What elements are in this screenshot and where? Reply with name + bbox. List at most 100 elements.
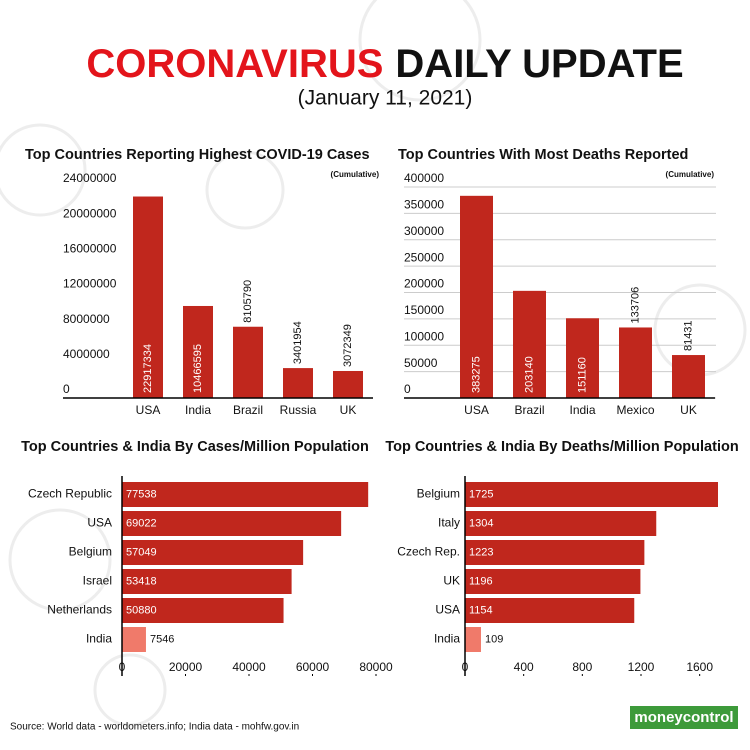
category-label: USA	[435, 603, 460, 617]
y-tick-label: 150000	[404, 303, 444, 317]
value-label: 133706	[629, 287, 641, 324]
x-tick-label: Brazil	[233, 403, 263, 417]
y-tick-label: 8000000	[63, 312, 110, 326]
date: (January 11, 2021)	[298, 87, 473, 110]
x-tick-label: Mexico	[616, 403, 654, 417]
category-label: Italy	[438, 516, 460, 530]
bar	[333, 370, 363, 398]
y-tick-label: 400000	[404, 171, 444, 185]
value-label: 81431	[682, 320, 694, 351]
x-tick-label: 40000	[232, 660, 266, 674]
category-label: Netherlands	[47, 603, 112, 617]
y-tick-label: 100000	[404, 329, 444, 343]
x-tick-label: 400	[514, 660, 534, 674]
x-tick-label: 1200	[628, 660, 655, 674]
category-label: Belgium	[69, 545, 112, 559]
value-label: 22917334	[142, 344, 154, 393]
chart-subtitle: (Cumulative)	[666, 170, 715, 179]
y-tick-label: 0	[63, 382, 70, 396]
chart-subtitle: (Cumulative)	[331, 170, 380, 179]
bar	[566, 318, 599, 398]
y-tick-label: 50000	[404, 356, 438, 370]
value-label: 3072349	[342, 324, 354, 367]
bar	[465, 598, 635, 623]
bar	[465, 511, 657, 536]
x-tick-label: 1600	[686, 660, 713, 674]
value-label: 203140	[523, 356, 535, 393]
y-tick-label: 300000	[404, 224, 444, 238]
bar	[283, 368, 313, 398]
value-label: 57049	[126, 546, 157, 558]
y-tick-label: 350000	[404, 198, 444, 212]
category-label: USA	[87, 516, 112, 530]
bar	[465, 540, 645, 565]
chart-title: Top Countries & India By Cases/Million P…	[21, 439, 369, 455]
value-label: 8105790	[242, 280, 254, 323]
x-tick-label: UK	[340, 403, 357, 417]
bar	[619, 327, 652, 398]
value-label: 77538	[126, 488, 157, 500]
value-label: 1196	[469, 575, 493, 587]
value-label: 1223	[469, 546, 493, 558]
x-tick-label: 20000	[169, 660, 203, 674]
chart-title: Top Countries Reporting Highest COVID-19…	[25, 147, 370, 163]
y-tick-label: 4000000	[63, 347, 110, 361]
x-tick-label: Russia	[280, 403, 317, 417]
y-tick-label: 200000	[404, 277, 444, 291]
bar	[122, 569, 292, 594]
y-tick-label: 16000000	[63, 242, 117, 256]
bar	[122, 482, 369, 507]
main-title: CORONAVIRUS DAILY UPDATE	[86, 42, 683, 86]
category-label: India	[434, 632, 460, 646]
bar	[465, 569, 641, 594]
source: Source: World data - worldometers.info; …	[10, 722, 299, 733]
background-decoration	[0, 0, 747, 727]
value-label: 53418	[126, 575, 157, 587]
category-label: UK	[443, 574, 460, 588]
value-label: 7546	[150, 633, 174, 645]
logo: moneycontrol	[634, 709, 733, 726]
bar	[183, 305, 213, 398]
chart-title: Top Countries With Most Deaths Reported	[398, 147, 688, 163]
x-tick-label: 60000	[296, 660, 330, 674]
x-tick-label: 80000	[359, 660, 393, 674]
bar	[133, 196, 163, 398]
title-black: DAILY UPDATE	[395, 42, 683, 86]
bar	[233, 326, 263, 398]
y-tick-label: 0	[404, 382, 411, 396]
value-label: 1725	[469, 488, 493, 500]
y-tick-label: 250000	[404, 250, 444, 264]
x-tick-label: 800	[572, 660, 592, 674]
logo-box	[630, 706, 738, 729]
x-tick-label: India	[569, 403, 595, 417]
chart-title: Top Countries & India By Deaths/Million …	[385, 439, 738, 455]
x-tick-label: India	[185, 403, 211, 417]
y-tick-label: 12000000	[63, 277, 117, 291]
title-red: CORONAVIRUS	[86, 42, 383, 86]
bar	[513, 290, 546, 398]
value-label: 1154	[469, 604, 493, 616]
category-label: India	[86, 632, 112, 646]
bar	[465, 627, 481, 652]
bar	[460, 195, 493, 398]
value-label: 151160	[576, 357, 588, 393]
value-label: 10466595	[192, 344, 204, 393]
y-tick-label: 24000000	[63, 171, 117, 185]
x-tick-label: UK	[680, 403, 697, 417]
bar	[465, 482, 718, 507]
y-tick-label: 20000000	[63, 206, 117, 220]
category-label: Belgium	[417, 487, 460, 501]
category-label: Israel	[83, 574, 112, 588]
bar	[122, 511, 342, 536]
bar	[122, 627, 146, 652]
category-label: Czech Republic	[28, 487, 112, 501]
value-label: 50880	[126, 604, 157, 616]
bar	[672, 355, 705, 398]
value-label: 3401954	[292, 321, 304, 364]
x-tick-label: Brazil	[514, 403, 544, 417]
x-tick-label: USA	[136, 403, 161, 417]
category-label: Czech Rep.	[397, 545, 460, 559]
x-tick-label: USA	[464, 403, 489, 417]
value-label: 109	[485, 633, 503, 645]
